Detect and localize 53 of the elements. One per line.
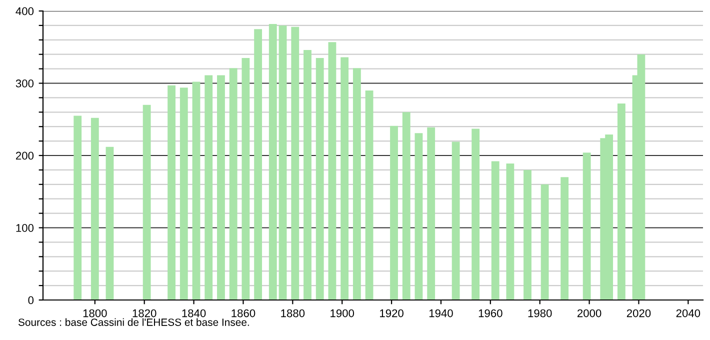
x-tick-label: 1940 xyxy=(429,309,453,318)
x-tick-label: 1800 xyxy=(83,309,107,318)
bar xyxy=(390,126,398,300)
bar xyxy=(168,85,176,300)
x-tick-label: 2000 xyxy=(577,309,602,318)
y-tick-label: 0 xyxy=(28,296,34,304)
y-tick-label: 400 xyxy=(16,7,34,16)
bar xyxy=(204,75,213,300)
x-tick-label: 1860 xyxy=(232,309,256,318)
bar xyxy=(414,133,423,300)
bar xyxy=(427,127,436,300)
y-tick-label: 300 xyxy=(16,80,34,88)
bar xyxy=(340,57,349,300)
y-tick-label: 200 xyxy=(16,152,34,160)
bar xyxy=(540,184,549,300)
x-tick-label: 2040 xyxy=(676,309,700,318)
bar xyxy=(304,50,312,300)
x-tick-label: 2020 xyxy=(626,309,651,318)
bar xyxy=(472,128,480,300)
bar xyxy=(217,75,225,300)
bar xyxy=(352,68,361,300)
bar xyxy=(402,112,410,300)
x-tick-label: 1920 xyxy=(380,309,404,318)
bar xyxy=(278,25,287,300)
bar xyxy=(452,142,460,300)
bar xyxy=(365,90,374,300)
bar xyxy=(560,177,569,300)
x-tick-label: 1880 xyxy=(281,309,305,318)
bar xyxy=(316,58,324,300)
bar xyxy=(90,118,99,300)
bar xyxy=(254,29,262,300)
bar xyxy=(180,88,188,300)
x-tick-label: 1900 xyxy=(330,309,354,318)
x-tick-label: 1960 xyxy=(478,309,502,318)
x-tick-label: 1820 xyxy=(132,309,156,318)
bar xyxy=(229,68,238,300)
bar xyxy=(74,116,82,300)
bar xyxy=(106,146,114,300)
bar xyxy=(506,163,514,300)
bar xyxy=(617,103,626,300)
bar xyxy=(491,161,500,300)
x-tick-label: 1980 xyxy=(528,309,552,318)
y-tick-label: 100 xyxy=(16,224,34,232)
bar xyxy=(142,104,151,300)
bar xyxy=(524,170,532,300)
bar xyxy=(582,152,591,300)
bar xyxy=(192,82,200,300)
bar xyxy=(328,42,336,300)
x-tick-label: 1840 xyxy=(182,309,206,318)
bar xyxy=(242,58,250,300)
source-note: Sources : base Cassini de l'EHESS et base Insee. xyxy=(18,318,249,326)
bar xyxy=(268,24,277,300)
bar xyxy=(291,26,300,300)
